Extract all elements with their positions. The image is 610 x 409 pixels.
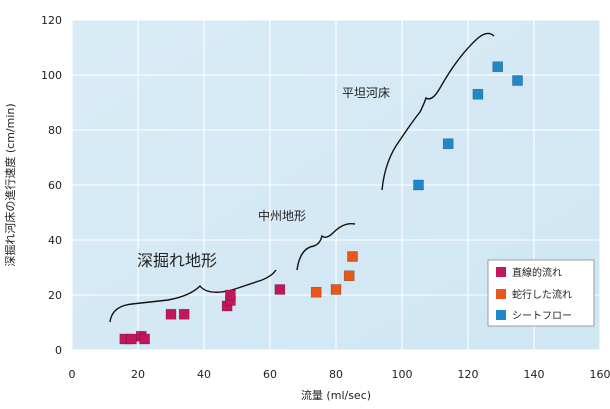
data-point [311, 287, 321, 297]
y-tick-label: 60 [48, 179, 62, 192]
data-point [513, 76, 523, 86]
annotation-deep-scour: 深掘れ地形 [137, 251, 217, 270]
y-tick-label: 20 [48, 289, 62, 302]
x-tick-label: 160 [590, 368, 610, 381]
x-tick-label: 20 [131, 368, 145, 381]
legend-swatch-straight [496, 267, 506, 277]
data-point [493, 62, 503, 72]
data-point [225, 290, 235, 300]
x-tick-label: 120 [458, 368, 479, 381]
legend-label-sheetflow: シートフロー [512, 311, 572, 322]
data-point [344, 271, 354, 281]
y-tick-label: 100 [41, 69, 62, 82]
legend-swatch-sheetflow [496, 310, 506, 320]
data-point [140, 334, 150, 344]
y-axis-ticks: 0 20 40 60 80 100 120 [41, 14, 62, 357]
y-tick-label: 80 [48, 124, 62, 137]
x-tick-label: 60 [263, 368, 277, 381]
x-axis-ticks: 0 20 40 60 80 100 120 140 160 [69, 368, 610, 381]
legend-label-meander: 蛇行した流れ [512, 288, 572, 301]
legend-swatch-meander [496, 289, 506, 299]
x-tick-label: 140 [524, 368, 545, 381]
y-tick-label: 0 [55, 344, 62, 357]
data-point [348, 252, 358, 262]
data-point [126, 334, 136, 344]
data-point [473, 89, 483, 99]
y-tick-label: 120 [41, 14, 62, 27]
annotation-middle-bar: 中州地形 [258, 208, 306, 223]
x-axis-label: 流量 (ml/sec) [301, 388, 371, 402]
data-point [331, 285, 341, 295]
annotation-flat-bed: 平坦河床 [342, 86, 390, 100]
x-tick-label: 0 [69, 368, 76, 381]
data-point [443, 139, 453, 149]
y-axis-label: 深掘れ河床の進行速度 (cm/min) [3, 103, 17, 266]
data-point [414, 180, 424, 190]
y-tick-label: 40 [48, 234, 62, 247]
x-tick-label: 100 [392, 368, 413, 381]
data-point [166, 309, 176, 319]
x-tick-label: 80 [329, 368, 343, 381]
legend: 直線的流れ 蛇行した流れ シートフロー [488, 260, 594, 326]
x-tick-label: 40 [197, 368, 211, 381]
data-point [275, 285, 285, 295]
legend-label-straight: 直線的流れ [512, 266, 562, 279]
data-point [179, 309, 189, 319]
